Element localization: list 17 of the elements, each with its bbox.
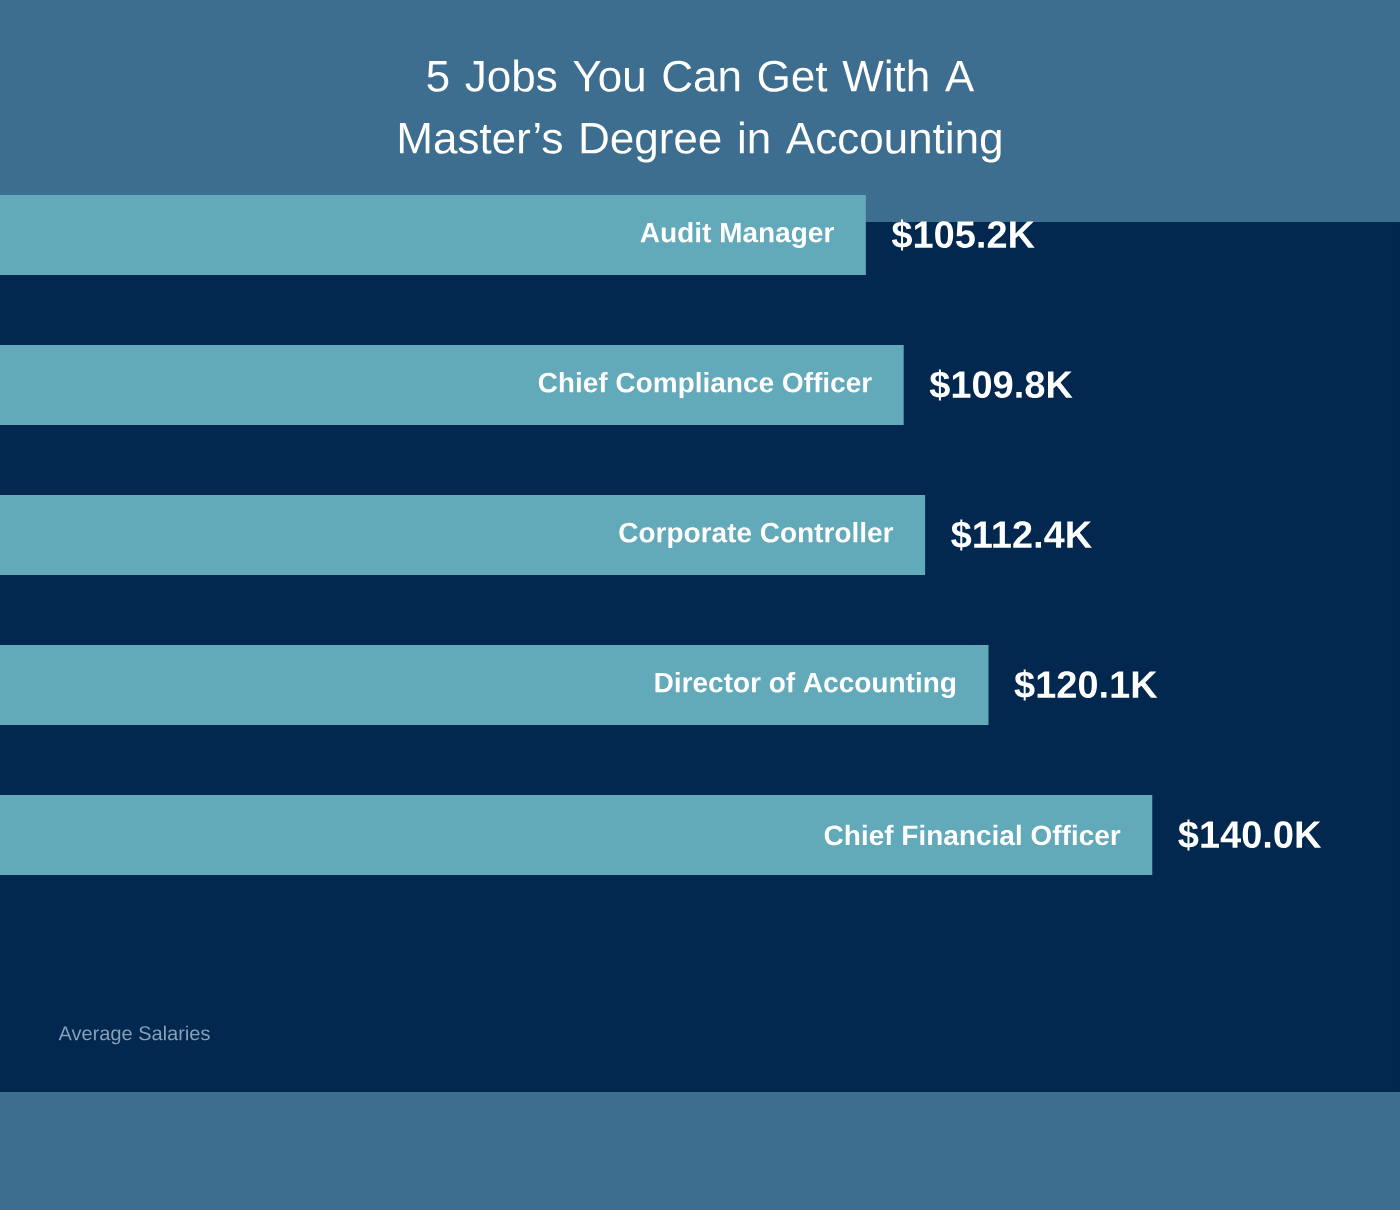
bar <box>0 794 1153 875</box>
data-label: $120.1K <box>1014 669 1158 701</box>
y-tick-label: Audit Manager <box>640 221 834 249</box>
bar <box>0 494 926 575</box>
data-label: $109.8K <box>929 369 1073 401</box>
chart-title: 5 Jobs You Can Get With A Master’s Degree in Accounting <box>399 59 1001 163</box>
text: Average Salaries <box>58 1025 210 1045</box>
data-label: $105.2K <box>891 219 1035 251</box>
bar <box>0 644 989 725</box>
y-tick-label: Chief Compliance Officer <box>538 371 872 399</box>
bar <box>0 194 866 275</box>
y-tick-label: Corporate Controller <box>619 521 894 549</box>
y-tick-label: Chief Financial Officer <box>824 824 1121 846</box>
data-label: $140.0K <box>1178 819 1322 851</box>
bar <box>0 344 904 425</box>
y-tick-label: Director of Accounting <box>655 671 956 699</box>
data-label: $112.4K <box>951 519 1092 551</box>
